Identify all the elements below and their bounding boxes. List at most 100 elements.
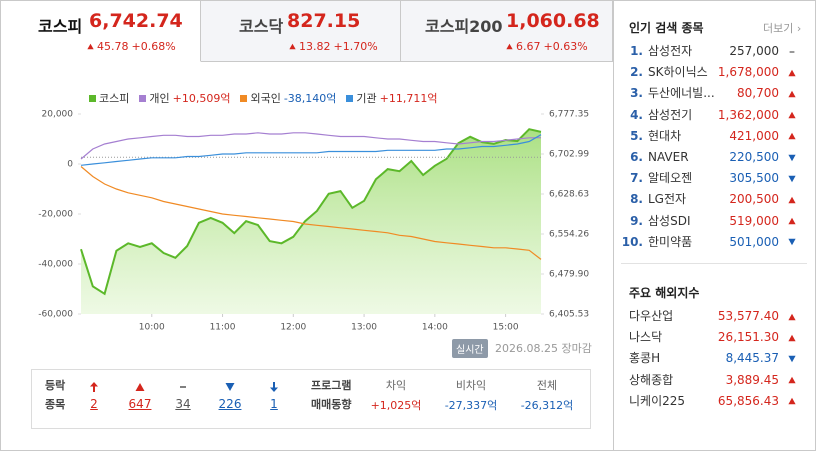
stock-direction (788, 105, 796, 125)
legend-item: 외국인 -38,140억 (240, 90, 336, 106)
line (80, 166, 542, 260)
direction-icon (180, 385, 186, 388)
direction-icon (506, 43, 513, 50)
stock-price: 1,678,000 (717, 65, 779, 80)
rank: 8. (630, 192, 643, 207)
breadth-item: 647 (120, 379, 160, 411)
breadth-icon (120, 379, 160, 393)
icon-shape (87, 43, 94, 50)
breadth-count[interactable]: 226 (218, 397, 242, 411)
index-name[interactable]: 나스닥 (629, 330, 663, 345)
direction-icon (788, 175, 796, 182)
index-direction (788, 370, 796, 390)
direction-icon (788, 217, 796, 225)
stock-name[interactable]: 삼성SDI (648, 213, 691, 228)
icon-shape (506, 43, 513, 50)
breadth-count[interactable]: 1 (270, 397, 278, 411)
more-link[interactable]: 더보기 › (763, 22, 802, 35)
index-value: 1,060.68 (506, 10, 600, 32)
stock-name[interactable]: 한미약품 (648, 234, 693, 249)
stock-direction (788, 62, 796, 82)
stock-name[interactable]: 삼성전자 (648, 44, 693, 58)
icon-shape (788, 90, 796, 98)
program-header: 차익 (385, 379, 407, 392)
stock-name[interactable]: LG전자 (648, 192, 687, 207)
divider (621, 263, 807, 264)
more-text[interactable]: 더보기 (763, 22, 794, 35)
index-price: 26,151.30 (717, 330, 779, 345)
stock-direction (788, 126, 796, 146)
breadth-count[interactable]: 34 (175, 397, 191, 411)
legend-label: 외국인 (250, 92, 281, 105)
index-direction (788, 306, 796, 326)
stock-price: 501,000 (729, 234, 779, 249)
change-value: 13.82 (299, 40, 331, 53)
stock-price: 519,000 (729, 213, 779, 228)
icon-shape (788, 398, 796, 405)
divider (613, 1, 614, 450)
index-tab[interactable]: 코스피200 1,060.68 6.67 +0.63% (401, 1, 613, 62)
y-tick-label: -60,000 (38, 310, 73, 320)
stock-name[interactable]: NAVER (648, 150, 689, 164)
stock-name[interactable]: 알테오젠 (648, 171, 693, 186)
index-name[interactable]: 홍콩H (629, 351, 661, 366)
icon-shape (90, 381, 98, 386)
change-rate: +0.63% (543, 40, 588, 53)
index-change: 6.67 +0.63% (506, 40, 588, 53)
icon-shape (273, 381, 275, 388)
legend-label: 코스피 (99, 92, 130, 105)
direction-icon (788, 355, 796, 363)
icon-shape (788, 111, 796, 119)
index-value: 6,742.74 (89, 10, 183, 32)
program-header: 비차익 (455, 379, 487, 392)
icon-shape (289, 43, 296, 50)
x-tick-label: 11:00 (210, 323, 236, 333)
breadth-count[interactable]: 647 (128, 397, 152, 411)
date: 2026.08.25 (495, 342, 558, 355)
direction-icon (788, 239, 796, 246)
rank: 5. (630, 128, 643, 143)
direction-icon (225, 382, 235, 391)
index-name[interactable]: 니케이225 (629, 393, 686, 408)
rank: 10. (621, 234, 643, 249)
index-name[interactable]: 다우산업 (629, 309, 674, 323)
stock-price: 220,500 (729, 150, 779, 164)
index-name[interactable]: 상해종합 (629, 372, 674, 387)
stock-name[interactable]: 두산에너빌... (648, 86, 715, 101)
line (80, 132, 542, 160)
y2-tick-label: 6,405.53 (549, 310, 589, 320)
legend-swatch (240, 94, 248, 102)
icon-shape (788, 239, 796, 246)
icon-shape (788, 69, 796, 76)
index-name[interactable]: 코스피200 (425, 17, 503, 36)
legend-item: 개인 +10,509억 (139, 90, 230, 106)
stock-name[interactable]: 현대차 (648, 128, 682, 143)
index-value: 827.15 (287, 10, 361, 32)
index-tab[interactable]: 코스피 6,742.74 45.78 +0.68% (1, 1, 201, 62)
breadth-icon (74, 379, 114, 393)
y2-tick-label: 6,554.26 (549, 229, 589, 239)
stock-direction (788, 232, 796, 252)
direction-icon (789, 50, 795, 53)
index-direction (788, 327, 796, 347)
icon-shape (788, 154, 796, 161)
direction-icon (788, 313, 796, 320)
stock-name[interactable]: SK하이닉스 (648, 65, 708, 80)
index-tab[interactable]: 코스닥 827.15 13.82 +1.70% (201, 1, 401, 62)
change-value: 6.67 (516, 40, 541, 53)
icon-shape (270, 387, 278, 392)
index-name[interactable]: 코스피 (38, 17, 83, 36)
breadth-item: 2 (74, 379, 114, 411)
index-direction (788, 348, 796, 368)
index-name[interactable]: 코스닥 (239, 17, 284, 36)
legend-total: -38,140억 (283, 92, 337, 105)
y-tick-label: 20,000 (42, 110, 74, 120)
index-price: 3,889.45 (725, 372, 779, 387)
stock-name[interactable]: 삼성전기 (648, 107, 693, 122)
breadth-count[interactable]: 2 (90, 397, 98, 411)
rank: 1. (630, 44, 643, 58)
direction-icon (788, 154, 796, 161)
y2-tick-label: 6,702.99 (549, 149, 589, 159)
legend-swatch (346, 94, 354, 102)
program-label: 매매동향 (311, 398, 352, 411)
